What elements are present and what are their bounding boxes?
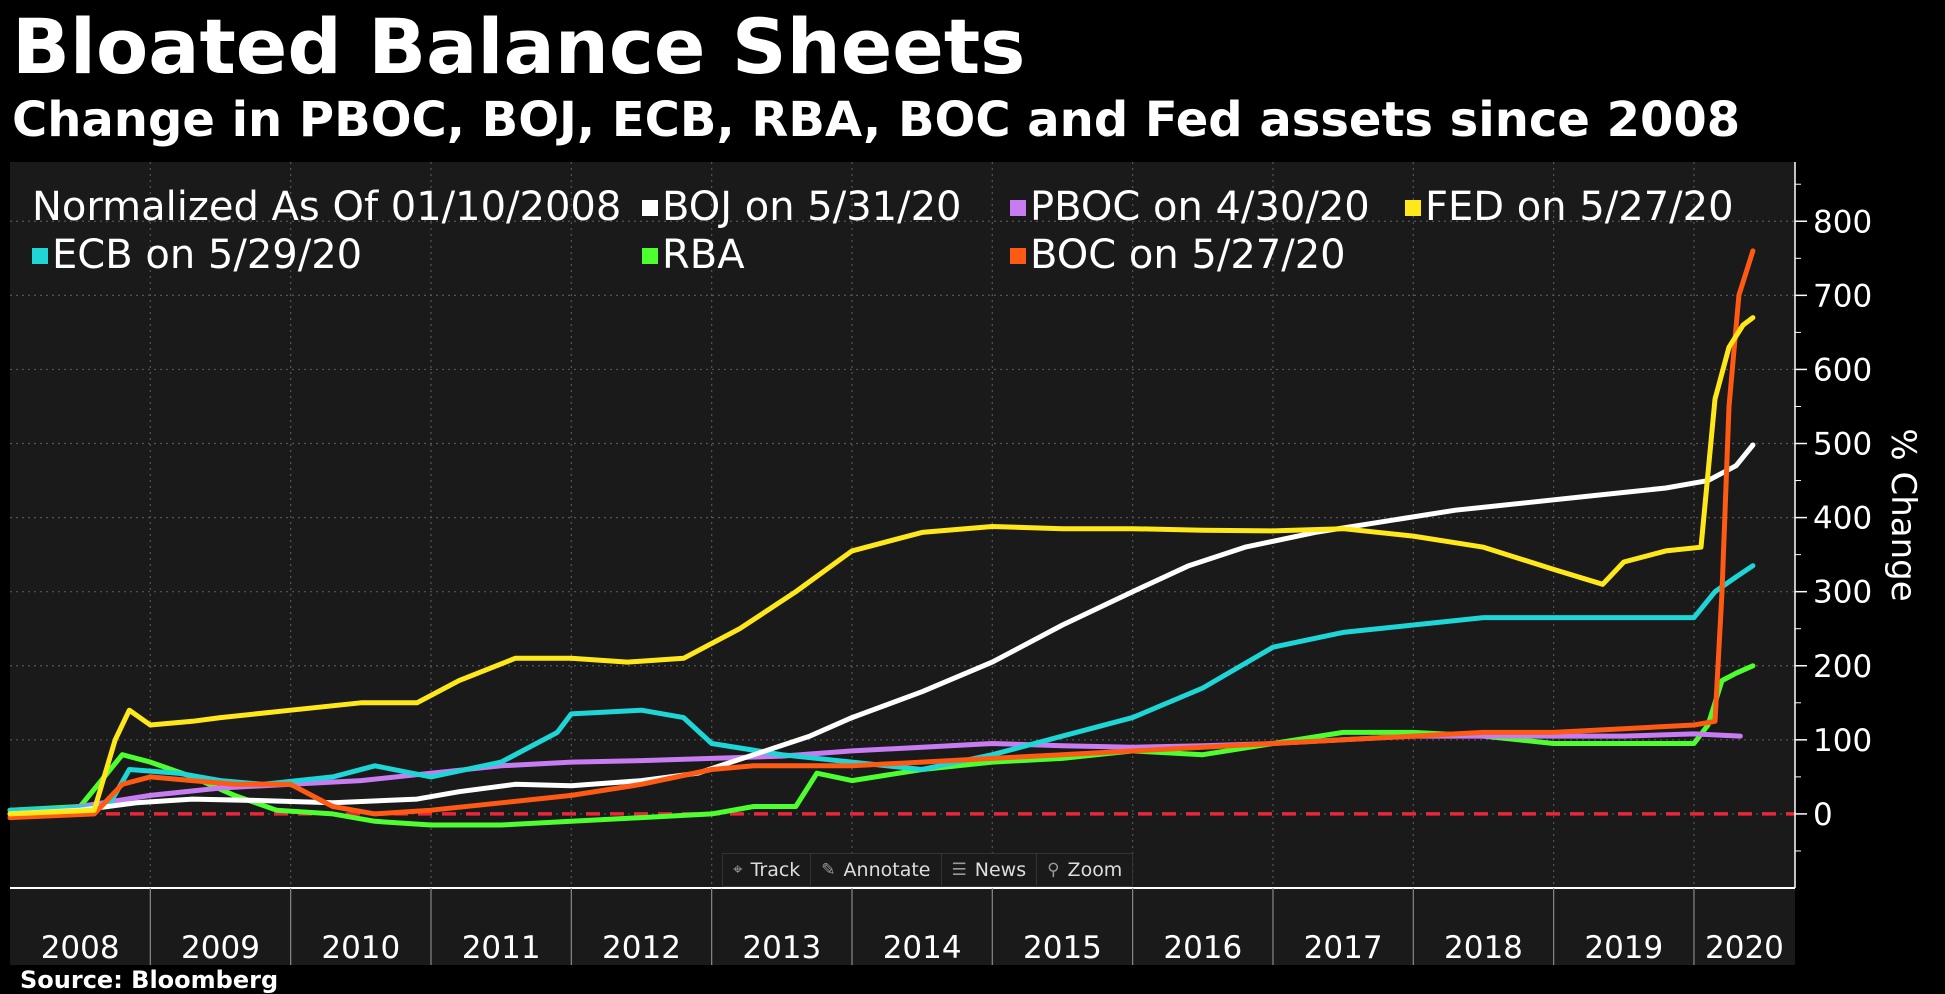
series-line-boc [7, 248, 1756, 821]
y-axis: 0 100 200 300 400 500 600 700 800 % Change [1794, 162, 1923, 888]
zoom-label: Zoom [1067, 859, 1123, 881]
source-note: Source: Bloomberg [20, 966, 279, 994]
x-tick-label: 2015 [1023, 930, 1102, 966]
x-tick-label: 2014 [883, 930, 962, 966]
legend-label-fed: FED on 5/27/20 [1425, 184, 1734, 230]
legend-header: Normalized As Of 01/10/2008 [32, 184, 621, 230]
legend-label-pboc: PBOC on 4/30/20 [1030, 184, 1370, 230]
zoom-button[interactable]: ⚲ Zoom [1037, 854, 1132, 886]
chart-subtitle: Change in PBOC, BOJ, ECB, RBA, BOC and F… [12, 92, 1741, 148]
legend-swatch-ecb [32, 248, 48, 264]
news-icon: ☰ [951, 860, 967, 880]
annotate-button[interactable]: ✎ Annotate [811, 854, 942, 886]
legend-label-rba: RBA [662, 232, 745, 278]
y-tick-label: 500 [1813, 427, 1872, 463]
x-tick-label: 2020 [1705, 930, 1784, 966]
x-tick-label: 2016 [1163, 930, 1242, 966]
y-tick-label: 600 [1813, 352, 1872, 388]
y-tick-label: 800 [1813, 204, 1872, 240]
crosshair-icon: ⌖ [733, 860, 743, 880]
news-label: News [974, 859, 1027, 881]
pencil-icon: ✎ [821, 860, 836, 880]
x-tick-label: 2011 [462, 930, 541, 966]
legend-label-boc: BOC on 5/27/20 [1030, 232, 1346, 278]
y-tick-label: 100 [1813, 723, 1872, 759]
y-tick-label: 300 [1813, 575, 1872, 611]
x-tick-label: 2013 [742, 930, 821, 966]
grid [10, 162, 1795, 888]
x-tick-label: 2008 [41, 930, 120, 966]
annotate-label: Annotate [843, 859, 931, 881]
y-tick-label: 200 [1813, 649, 1872, 685]
chart-toolbar: ⌖ Track ✎ Annotate ☰ News ⚲ Zoom [722, 853, 1134, 887]
legend: Normalized As Of 01/10/2008 BOJ on 5/31/2… [32, 184, 1734, 278]
x-tick-label: 2018 [1444, 930, 1523, 966]
track-button[interactable]: ⌖ Track [723, 854, 812, 886]
x-tick-label: 2010 [321, 930, 400, 966]
legend-swatch-boc [1010, 248, 1026, 264]
x-axis-band [10, 888, 1795, 965]
legend-swatch-boj [642, 200, 658, 216]
legend-label-ecb: ECB on 5/29/20 [52, 232, 362, 278]
y-axis-label: % Change [1883, 428, 1923, 601]
x-tick-label: 2019 [1584, 930, 1663, 966]
y-tick-label: 0 [1813, 797, 1833, 833]
x-tick-label: 2017 [1304, 930, 1383, 966]
news-button[interactable]: ☰ News [942, 854, 1038, 886]
track-label: Track [750, 859, 801, 881]
legend-label-boj: BOJ on 5/31/20 [662, 184, 961, 230]
legend-swatch-rba [642, 248, 658, 264]
series-lines [7, 248, 1756, 828]
x-tick-label: 2012 [602, 930, 681, 966]
x-axis: 2008 2009 2010 2011 2012 2013 2014 2015 2016 2017… [10, 887, 1795, 966]
series-line-fed [7, 315, 1756, 817]
chart-title: Bloated Balance Sheets [12, 2, 1026, 91]
x-tick-label: 2009 [181, 930, 260, 966]
legend-swatch-fed [1405, 200, 1421, 216]
series-line-pboc [7, 731, 1743, 817]
legend-swatch-pboc [1010, 200, 1026, 216]
y-tick-label: 400 [1813, 501, 1872, 537]
magnifier-icon: ⚲ [1047, 860, 1060, 880]
y-tick-label: 700 [1813, 278, 1872, 314]
